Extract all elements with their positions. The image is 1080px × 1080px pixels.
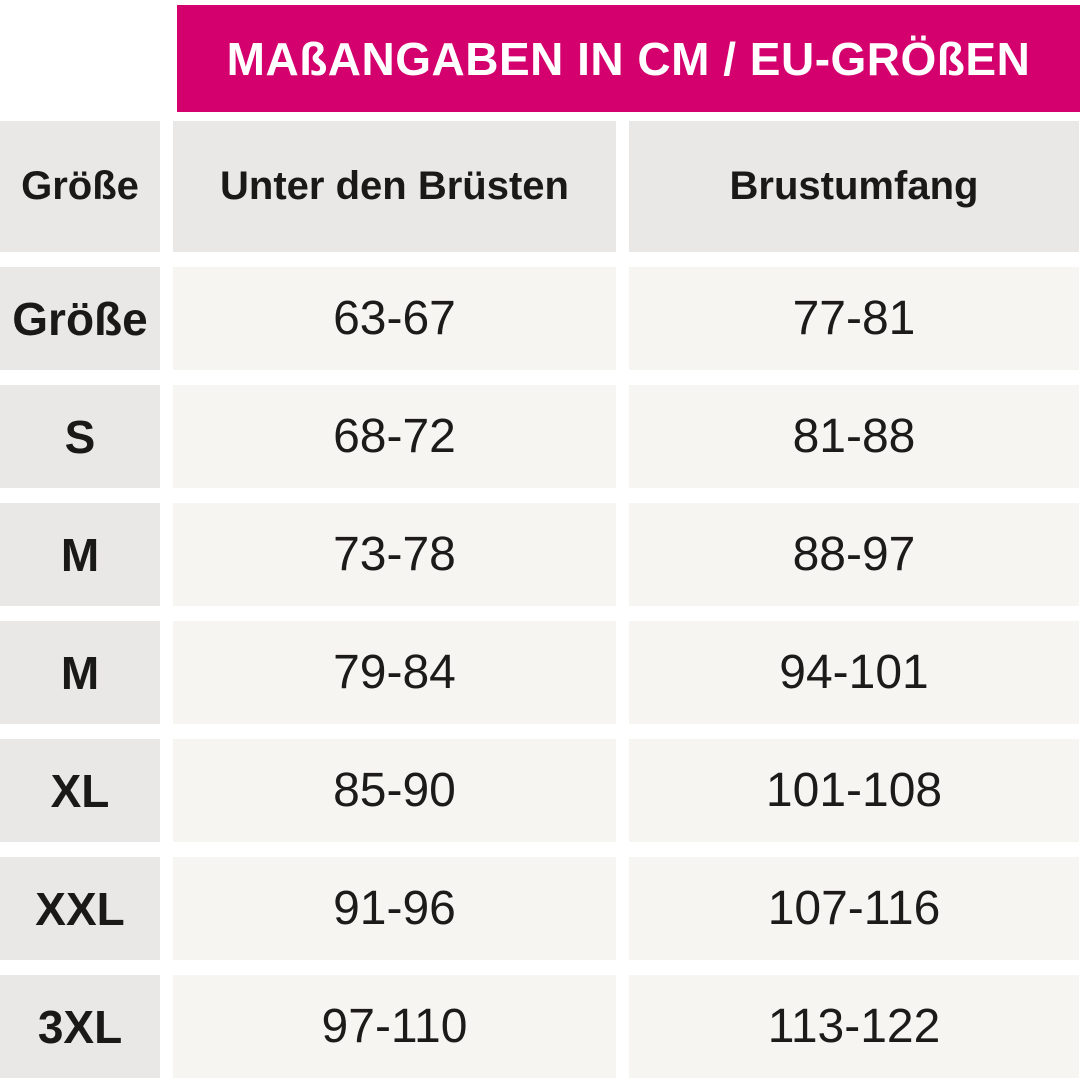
- column-header-underbust: Unter den Brüsten: [173, 121, 616, 252]
- measurement-value: 97-110: [321, 1000, 468, 1053]
- measurement-value: 107-116: [767, 882, 941, 935]
- bust-cell: 101-108: [629, 739, 1079, 842]
- column-header-label: Brustumfang: [729, 164, 979, 208]
- size-cell: 3XL: [0, 975, 160, 1078]
- measurement-value: 88-97: [792, 528, 916, 581]
- underbust-cell: 97-110: [173, 975, 616, 1078]
- bust-cell: 107-116: [629, 857, 1079, 960]
- size-label: M: [60, 528, 100, 581]
- size-label: XL: [50, 764, 110, 817]
- measurement-value: 73-78: [333, 528, 456, 581]
- page-title: MAßANGABEN IN CM / EU-GRÖßEN: [226, 32, 1031, 85]
- measurement-value: 77-81: [792, 292, 916, 345]
- measurement-value: 81-88: [792, 410, 916, 463]
- size-label: XXL: [35, 882, 125, 935]
- bust-cell: 88-97: [629, 503, 1079, 606]
- title-banner: MAßANGABEN IN CM / EU-GRÖßEN: [177, 5, 1080, 112]
- column-header-label: Größe: [21, 164, 139, 208]
- underbust-cell: 73-78: [173, 503, 616, 606]
- measurement-value: 68-72: [333, 410, 456, 463]
- measurement-value: 113-122: [767, 1000, 941, 1053]
- underbust-cell: 91-96: [173, 857, 616, 960]
- size-cell: M: [0, 621, 160, 724]
- measurement-value: 91-96: [333, 882, 456, 935]
- column-header-bust: Brustumfang: [629, 121, 1079, 252]
- size-cell: XXL: [0, 857, 160, 960]
- measurement-value: 79-84: [333, 646, 456, 699]
- underbust-cell: 79-84: [173, 621, 616, 724]
- column-header-size: Größe: [0, 121, 160, 252]
- measurement-value: 101-108: [765, 764, 943, 817]
- measurement-value: 63-67: [333, 292, 456, 345]
- size-cell: Größe: [0, 267, 160, 370]
- bust-cell: 94-101: [629, 621, 1079, 724]
- size-table: Größe Unter den Brüsten Brustumfang Größ…: [0, 121, 1079, 1078]
- column-header-label: Unter den Brüsten: [220, 164, 569, 208]
- bust-cell: 113-122: [629, 975, 1079, 1078]
- underbust-cell: 63-67: [173, 267, 616, 370]
- bust-cell: 81-88: [629, 385, 1079, 488]
- bust-cell: 77-81: [629, 267, 1079, 370]
- size-label: 3XL: [37, 1000, 123, 1053]
- measurement-value: 85-90: [333, 764, 456, 817]
- size-cell: XL: [0, 739, 160, 842]
- underbust-cell: 85-90: [173, 739, 616, 842]
- measurement-value: 94-101: [779, 646, 929, 699]
- size-cell: S: [0, 385, 160, 488]
- size-label: Größe: [12, 292, 148, 345]
- size-label: M: [60, 646, 100, 699]
- size-label: S: [64, 410, 96, 463]
- size-cell: M: [0, 503, 160, 606]
- underbust-cell: 68-72: [173, 385, 616, 488]
